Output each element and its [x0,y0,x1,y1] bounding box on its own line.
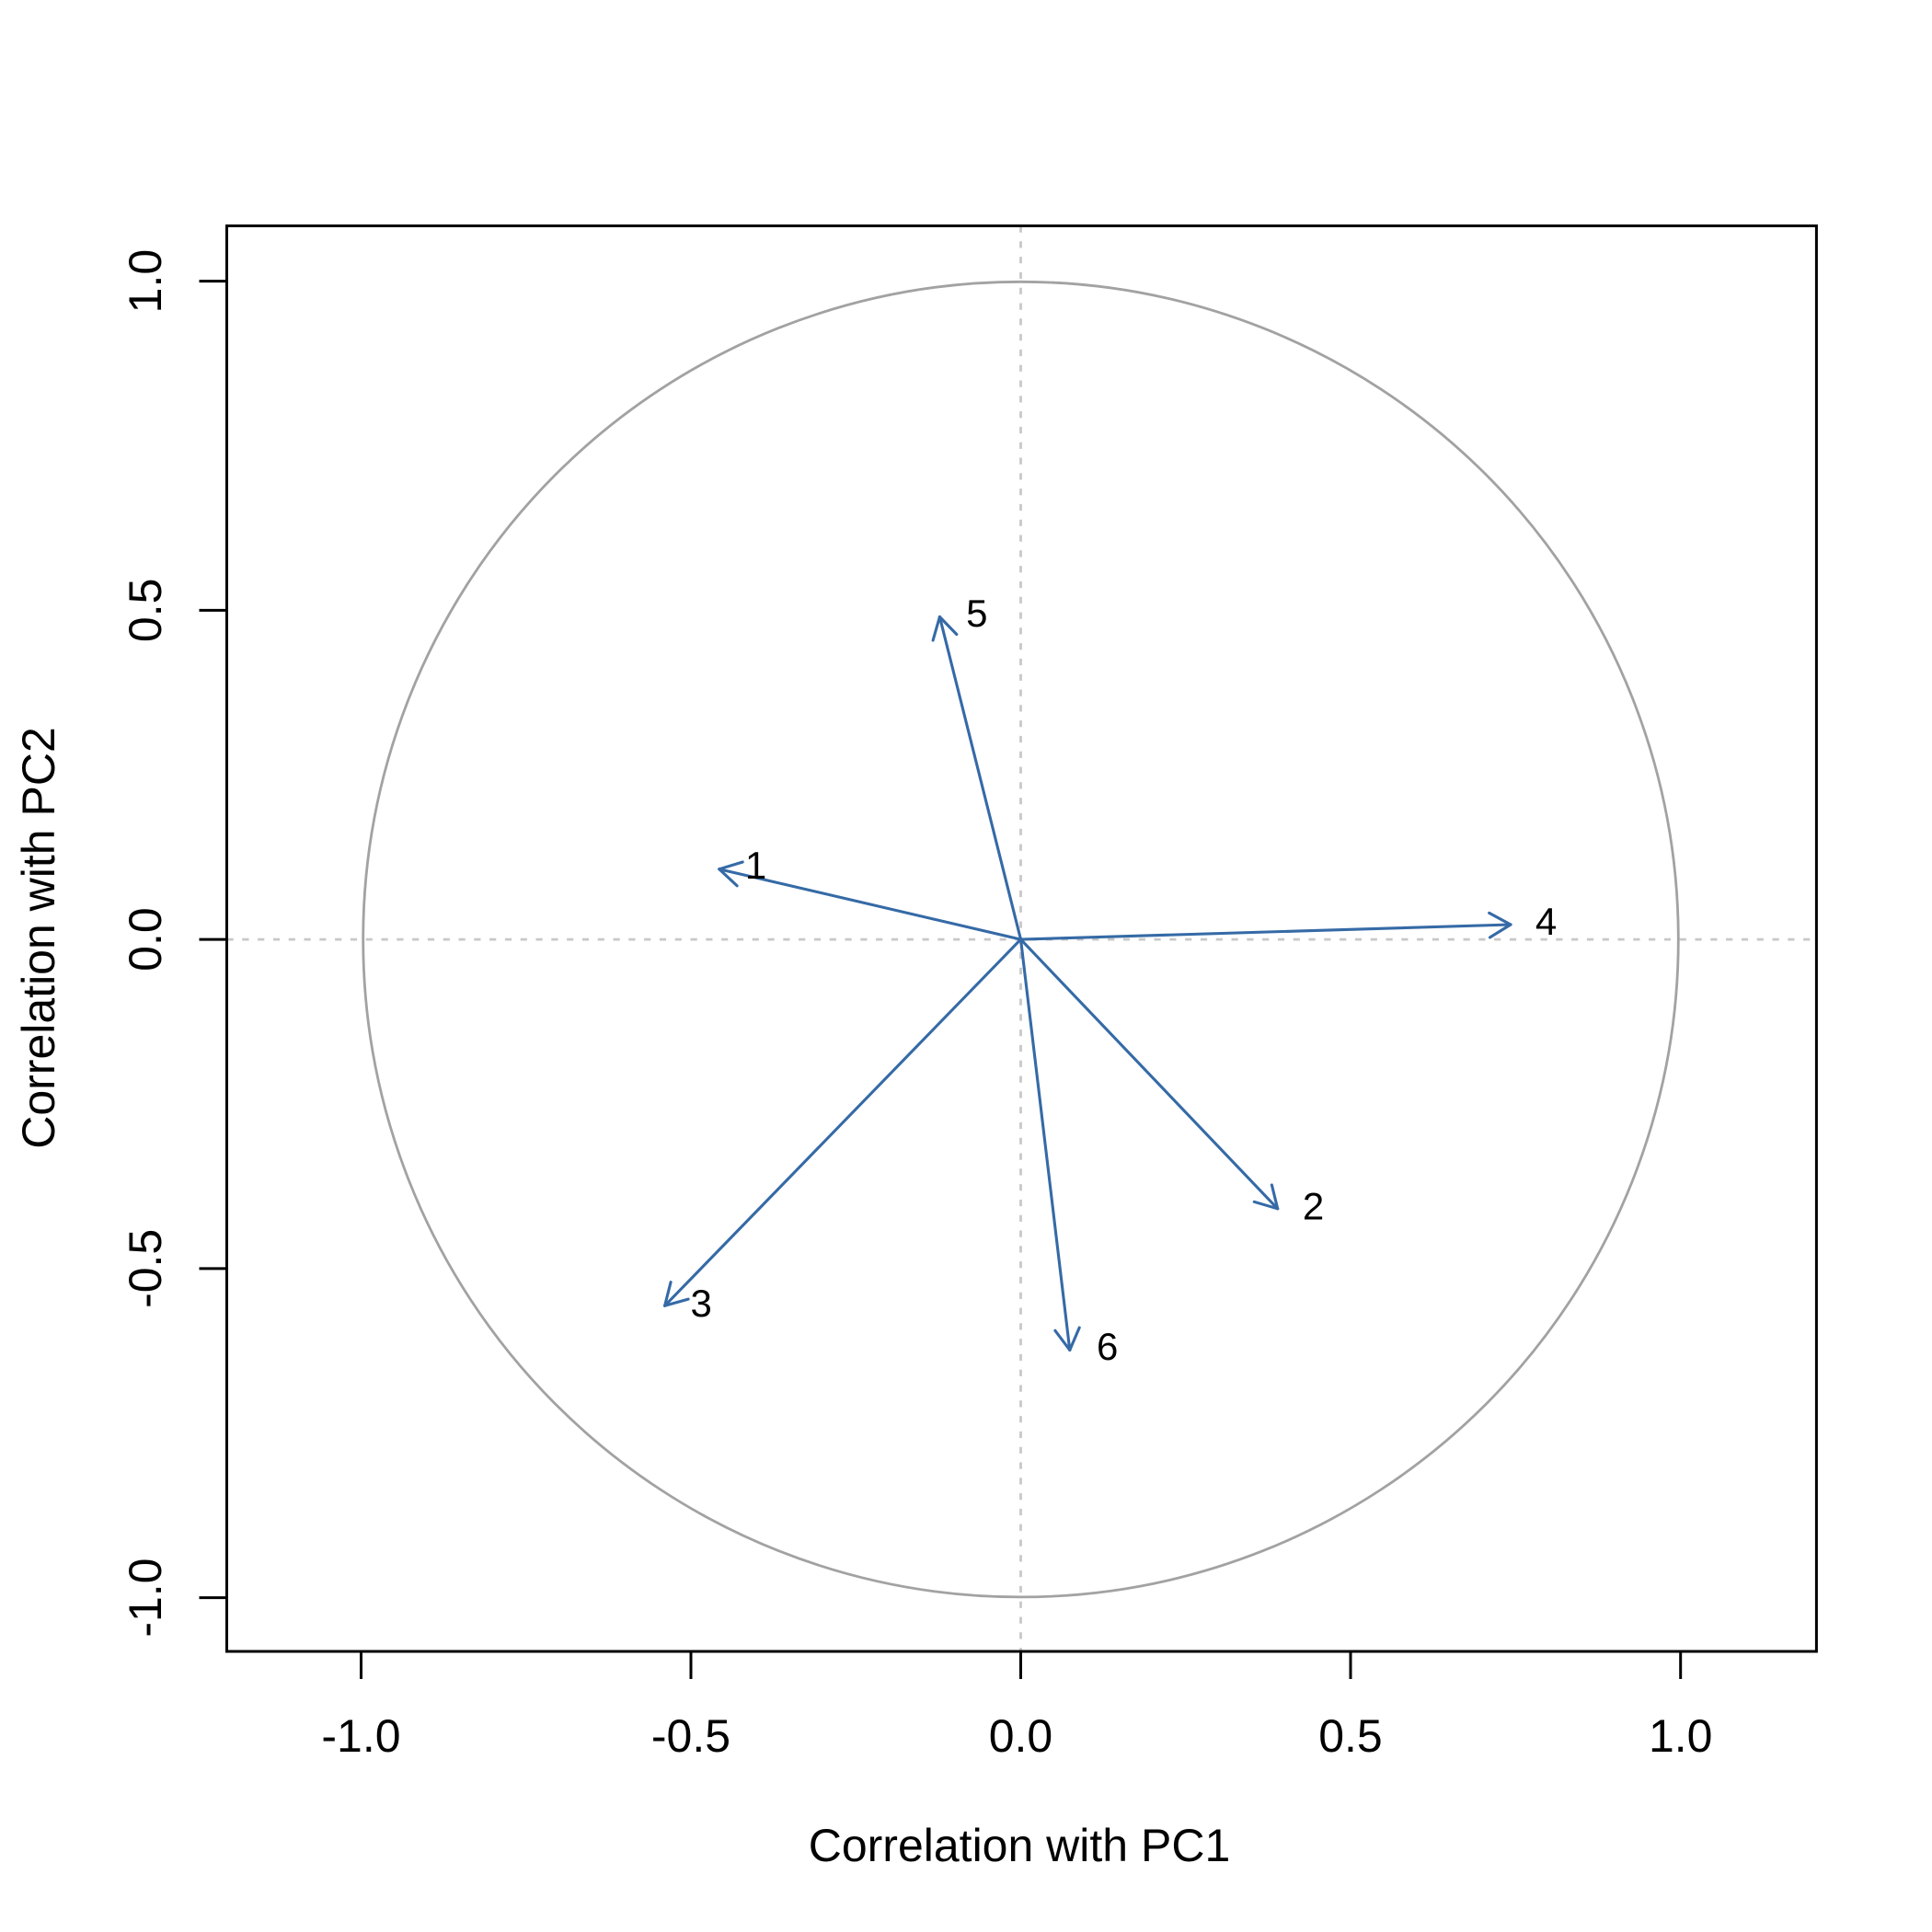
svg-text:-1.0: -1.0 [321,1710,400,1762]
svg-text:Correlation with PC1: Correlation with PC1 [809,1820,1231,1871]
svg-text:1.0: 1.0 [120,249,171,314]
svg-text:1.0: 1.0 [1649,1710,1713,1762]
svg-text:0.5: 0.5 [1318,1710,1383,1762]
svg-text:4: 4 [1535,900,1557,943]
svg-text:2: 2 [1303,1185,1324,1228]
svg-text:Correlation with PC2: Correlation with PC2 [13,727,64,1149]
svg-text:-0.5: -0.5 [651,1710,730,1762]
svg-text:1: 1 [745,844,766,887]
svg-text:3: 3 [691,1282,712,1325]
svg-text:6: 6 [1097,1325,1118,1368]
svg-text:5: 5 [966,592,987,635]
svg-text:-1.0: -1.0 [120,1558,171,1638]
svg-text:0.5: 0.5 [120,579,171,643]
svg-text:0.0: 0.0 [120,907,171,972]
svg-text:0.0: 0.0 [989,1710,1053,1762]
svg-text:-0.5: -0.5 [120,1229,171,1308]
